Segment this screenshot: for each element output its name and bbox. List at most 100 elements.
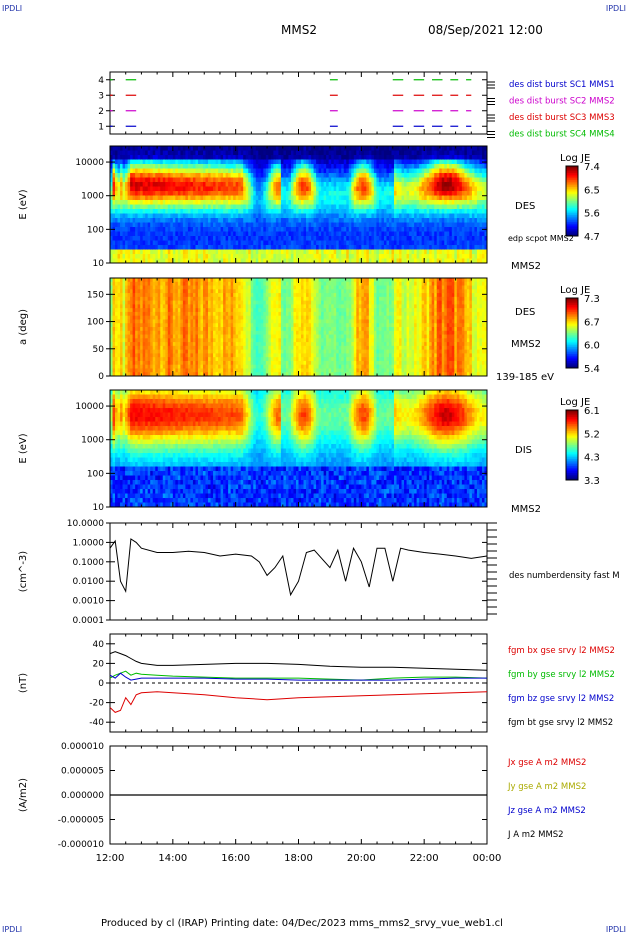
spectrogram-cell <box>110 195 113 201</box>
spectrogram-cell <box>205 204 209 210</box>
spectrogram-cell <box>431 227 435 232</box>
spectrogram-cell <box>167 168 171 174</box>
spectrogram-cell <box>127 330 131 335</box>
spectrogram-cell <box>441 254 445 259</box>
spectrogram-cell <box>414 218 418 223</box>
spectrogram-cell <box>235 227 239 232</box>
spectrogram-cell <box>348 240 352 246</box>
spectrogram-cell <box>414 240 418 246</box>
spectrogram-cell <box>155 150 159 156</box>
spectrogram-cell <box>358 222 362 228</box>
spectrogram-cell <box>341 249 345 255</box>
spectrogram-cell <box>451 173 455 178</box>
spectrogram-cell <box>122 222 126 228</box>
spectrogram-cell <box>263 209 267 214</box>
spectrogram-cell <box>117 182 121 187</box>
spectrogram-cell <box>429 227 433 232</box>
spectrogram-cell <box>321 168 325 174</box>
spectrogram-cell <box>394 168 397 174</box>
spectrogram-cell <box>346 213 350 219</box>
spectrogram-cell <box>396 218 400 223</box>
spectrogram-cell <box>150 315 154 320</box>
spectrogram-cell <box>388 245 392 250</box>
spectrogram-cell <box>120 209 123 214</box>
spectrogram-cell <box>245 146 249 151</box>
spectrogram-cell <box>446 218 450 223</box>
spectrogram-cell <box>456 168 460 174</box>
spectrogram-cell <box>255 231 259 237</box>
spectrogram-cell <box>361 258 365 264</box>
spectrogram-cell <box>429 218 433 223</box>
spectrogram-cell <box>120 159 123 165</box>
spectrogram-cell <box>436 159 440 165</box>
spectrogram-cell <box>404 177 407 183</box>
spectrogram-cell <box>361 186 365 192</box>
spectrogram-cell <box>429 222 433 228</box>
spectrogram-cell <box>190 319 194 324</box>
colorbar-cell <box>566 178 578 181</box>
spectrogram-cell <box>172 164 176 169</box>
spectrogram-cell <box>406 177 410 183</box>
spectrogram-cell <box>147 311 151 317</box>
spectrogram-cell <box>142 304 146 309</box>
spectrogram-cell <box>187 182 191 187</box>
spectrogram-cell <box>127 213 131 219</box>
spectrogram-cell <box>381 164 385 169</box>
spectrogram-cell <box>333 249 337 255</box>
spectrogram-cell <box>120 204 123 210</box>
spectrogram-cell <box>187 186 191 192</box>
spectrogram-cell <box>132 327 136 332</box>
spectrogram-cell <box>290 204 294 210</box>
spectrogram-cell <box>444 200 448 205</box>
spectrogram-cell <box>165 213 169 219</box>
spectrogram-cell <box>142 254 146 259</box>
spectrogram-cell <box>399 150 402 156</box>
spectrogram-cell <box>112 173 116 178</box>
spectrogram-cell <box>130 338 134 343</box>
spectrogram-cell <box>192 249 196 255</box>
spectrogram-cell <box>295 254 299 259</box>
spectrogram-cell <box>449 159 453 165</box>
spectrogram-cell <box>162 258 166 264</box>
spectrogram-cell <box>172 289 176 294</box>
spectrogram-cell <box>388 168 392 174</box>
spectrogram-cell <box>202 218 206 223</box>
spectrogram-cell <box>311 200 314 205</box>
spectrogram-cell <box>170 315 174 320</box>
spectrogram-cell <box>142 372 146 377</box>
spectrogram-cell <box>230 186 234 192</box>
spectrogram-cell <box>190 285 194 290</box>
spectrogram-cell <box>295 249 299 255</box>
spectrogram-cell <box>316 200 320 205</box>
spectrogram-cell <box>436 177 440 183</box>
spectrogram-cell <box>253 150 257 156</box>
colorbar-cell <box>566 202 578 205</box>
spectrogram-cell <box>195 236 199 241</box>
spectrogram-cell <box>333 146 337 151</box>
spectrogram-cell <box>328 173 332 178</box>
spectrogram-cell <box>469 249 473 255</box>
spectrogram-cell <box>142 191 146 196</box>
spectrogram-cell <box>160 150 164 156</box>
spectrogram-cell <box>162 372 166 377</box>
spectrogram-cell <box>147 195 151 201</box>
spectrogram-cell <box>258 182 262 187</box>
spectrogram-cell <box>474 258 478 264</box>
spectrogram-cell <box>331 218 335 223</box>
spectrogram-cell <box>446 209 450 214</box>
spectrogram-cell <box>238 191 242 196</box>
spectrogram-cell <box>265 236 269 241</box>
spectrogram-cell <box>185 186 189 192</box>
spectrogram-cell <box>270 254 274 259</box>
spectrogram-cell <box>167 342 171 347</box>
spectrogram-cell <box>404 218 407 223</box>
spectrogram-cell <box>323 231 327 237</box>
spectrogram-cell <box>451 204 455 210</box>
spectrogram-cell <box>197 204 201 210</box>
spectrogram-cell <box>283 186 287 192</box>
spectrogram-cell <box>326 222 330 228</box>
spectrogram-cell <box>150 308 154 313</box>
spectrogram-cell <box>348 249 352 255</box>
spectrogram-cell <box>439 195 443 201</box>
spectrogram-cell <box>323 146 327 151</box>
